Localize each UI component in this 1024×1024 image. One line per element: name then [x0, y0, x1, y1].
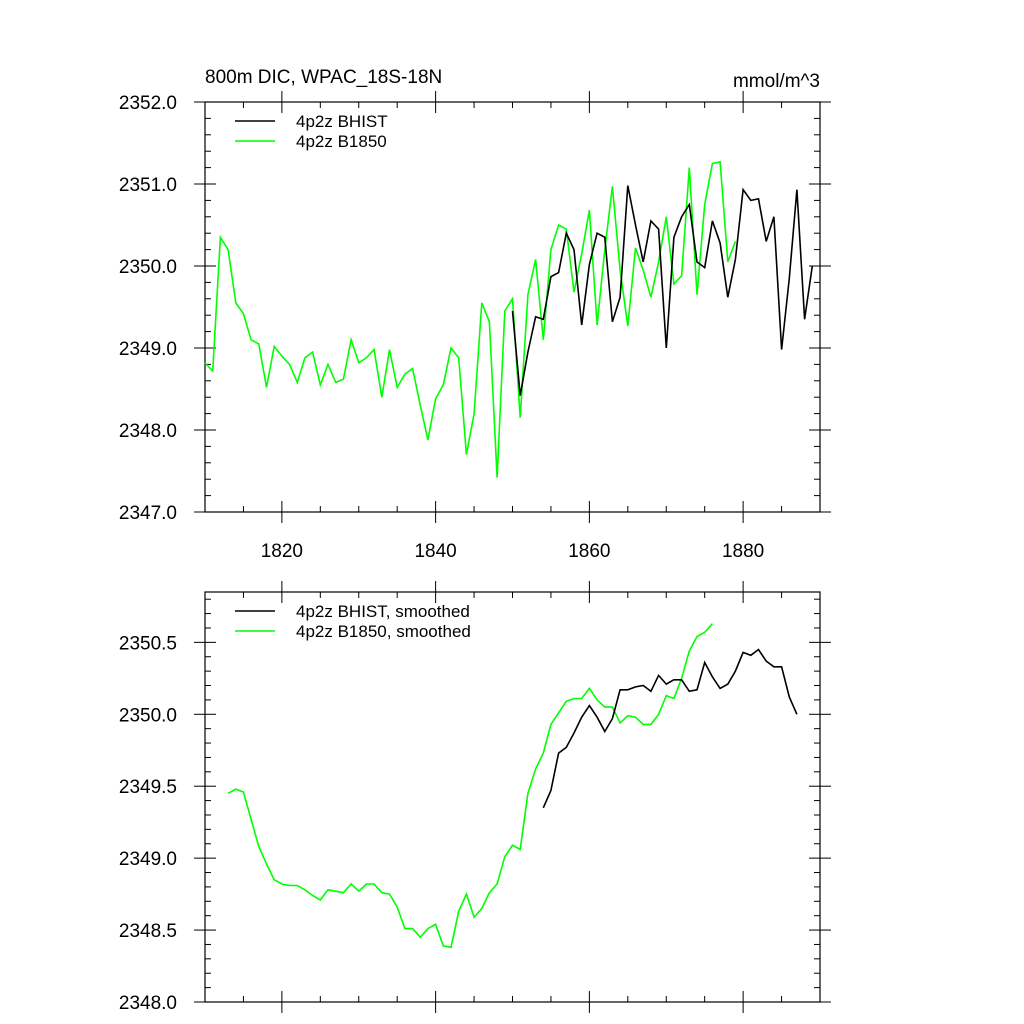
series-line-b1850: [204, 160, 737, 478]
y-tick-label: 2347.0: [119, 503, 177, 524]
chart-title: 800m DIC, WPAC_18S-18N: [205, 67, 442, 88]
y-tick-label: 2349.5: [119, 777, 177, 798]
y-tick-label: 2351.0: [119, 175, 177, 196]
y-tick-label: 2349.0: [119, 339, 177, 360]
series-line-bhist: [542, 648, 798, 809]
x-tick-label: 1860: [568, 541, 610, 562]
legend-label: 4p2z B1850, smoothed: [296, 622, 471, 641]
legend-label: 4p2z BHIST, smoothed: [296, 602, 470, 621]
plot-frame: [204, 591, 821, 1003]
legend-label: 4p2z B1850: [296, 132, 387, 151]
y-tick-label: 2350.0: [119, 257, 177, 278]
y-tick-label: 2348.0: [119, 993, 177, 1014]
y-tick-label: 2348.5: [119, 921, 177, 942]
series-line-b1850: [227, 623, 713, 949]
legend-label: 4p2z BHIST: [296, 112, 388, 131]
y-tick-label: 2350.5: [119, 633, 177, 654]
y-tick-label: 2348.0: [119, 421, 177, 442]
y-tick-label: 2350.0: [119, 705, 177, 726]
x-tick-label: 1840: [414, 541, 456, 562]
x-tick-label: 1820: [261, 541, 303, 562]
y-tick-label: 2352.0: [119, 93, 177, 114]
panel-top: 800m DIC, WPAC_18S-18N mmol/m^3 1820 1840…: [119, 67, 831, 562]
series-line-bhist: [511, 185, 814, 396]
units-label: mmol/m^3: [733, 71, 820, 92]
x-tick-label: 1880: [722, 541, 764, 562]
y-tick-label: 2349.0: [119, 849, 177, 870]
panel-bottom: 2348.0 2348.5 2349.0 2349.5 2350.0 2350.5 4p2…: [119, 581, 831, 1014]
